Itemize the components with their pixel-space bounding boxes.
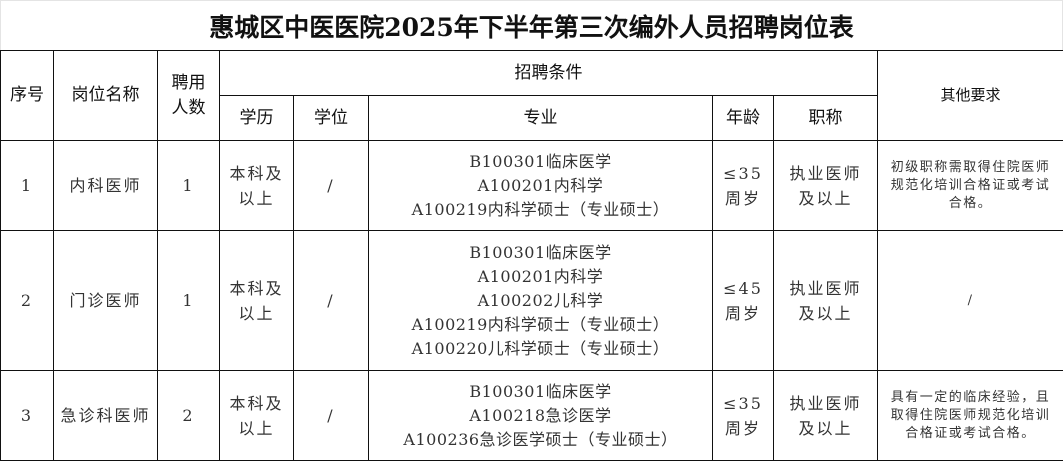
cell-title-line: 执业医师	[774, 391, 877, 416]
cell-index: 2	[1, 231, 54, 371]
cell-other: /	[878, 231, 1063, 371]
cell-age-line: 周岁	[713, 186, 773, 211]
cell-position: 门诊医师	[54, 231, 158, 371]
header-count-line: 人数	[158, 96, 219, 121]
cell-other-line: 取得住院医师规范化培训	[882, 407, 1059, 425]
cell-index: 3	[1, 371, 54, 461]
cell-title: 执业医师及以上	[774, 231, 878, 371]
cell-majors-line: A100220儿科学硕士（专业硕士）	[369, 337, 712, 361]
cell-education: 本科及以上	[220, 371, 294, 461]
cell-education-line: 以上	[220, 301, 293, 326]
cell-age-line: 周岁	[713, 301, 773, 326]
cell-other-line: 合格证或考试合格。	[882, 425, 1059, 443]
cell-other-line: 初级职称需取得住院医师	[882, 159, 1059, 177]
header-title: 职称	[774, 96, 878, 141]
cell-age-line: ≤35	[713, 161, 773, 186]
cell-majors-line: B100301临床医学	[369, 380, 712, 404]
cell-count: 1	[158, 231, 220, 371]
cell-majors-line: B100301临床医学	[369, 150, 712, 174]
cell-education-line: 本科及	[220, 161, 293, 186]
cell-title-line: 执业医师	[774, 276, 877, 301]
cell-title-line: 执业医师	[774, 161, 877, 186]
header-degree: 学位	[294, 96, 369, 141]
cell-title: 执业医师及以上	[774, 141, 878, 231]
cell-other-line: 具有一定的临床经验，且	[882, 389, 1059, 407]
cell-title: 执业医师及以上	[774, 371, 878, 461]
header-education: 学历	[220, 96, 294, 141]
cell-count: 2	[158, 371, 220, 461]
cell-education-line: 本科及	[220, 391, 293, 416]
cell-majors-line: A100202儿科学	[369, 289, 712, 313]
cell-education-line: 以上	[220, 416, 293, 441]
cell-count: 1	[158, 141, 220, 231]
cell-title-line: 及以上	[774, 186, 877, 211]
cell-education-line: 本科及	[220, 276, 293, 301]
cell-majors-line: B100301临床医学	[369, 241, 712, 265]
cell-education: 本科及以上	[220, 141, 294, 231]
cell-other: 具有一定的临床经验，且取得住院医师规范化培训合格证或考试合格。	[878, 371, 1063, 461]
cell-index: 1	[1, 141, 54, 231]
header-index: 序号	[1, 51, 54, 141]
cell-age-line: 周岁	[713, 416, 773, 441]
cell-education-line: 以上	[220, 186, 293, 211]
cell-position: 内科医师	[54, 141, 158, 231]
cell-degree: /	[294, 371, 369, 461]
cell-other-line: /	[882, 292, 1059, 310]
recruitment-table: 序号 岗位名称 聘用 人数 招聘条件 其他要求 学历 学位 专业 年龄 职称 1…	[0, 50, 1063, 461]
cell-majors-line: A100218急诊医学	[369, 404, 712, 428]
cell-majors-line: A100219内科学硕士（专业硕士）	[369, 313, 712, 337]
cell-title-line: 及以上	[774, 416, 877, 441]
cell-other-line: 规范化培训合格证或考试	[882, 177, 1059, 195]
cell-majors-line: A100219内科学硕士（专业硕士）	[369, 198, 712, 222]
cell-age-line: ≤35	[713, 391, 773, 416]
header-position: 岗位名称	[54, 51, 158, 141]
cell-degree: /	[294, 141, 369, 231]
cell-other: 初级职称需取得住院医师规范化培训合格证或考试合格。	[878, 141, 1063, 231]
cell-education: 本科及以上	[220, 231, 294, 371]
header-conditions: 招聘条件	[220, 51, 878, 96]
cell-other-line: 合格。	[882, 195, 1059, 213]
cell-majors-line: A100236急诊医学硕士（专业硕士）	[369, 428, 712, 452]
cell-majors-line: A100201内科学	[369, 174, 712, 198]
cell-title-line: 及以上	[774, 301, 877, 326]
header-major: 专业	[369, 96, 713, 141]
cell-position: 急诊科医师	[54, 371, 158, 461]
header-other: 其他要求	[878, 51, 1063, 141]
header-count: 聘用 人数	[158, 51, 220, 141]
cell-age-line: ≤45	[713, 276, 773, 301]
header-age: 年龄	[713, 96, 774, 141]
cell-majors-line: A100201内科学	[369, 265, 712, 289]
page-title: 惠城区中医医院2025年下半年第三次编外人员招聘岗位表	[0, 0, 1063, 51]
cell-degree: /	[294, 231, 369, 371]
header-count-line: 聘用	[158, 71, 219, 96]
